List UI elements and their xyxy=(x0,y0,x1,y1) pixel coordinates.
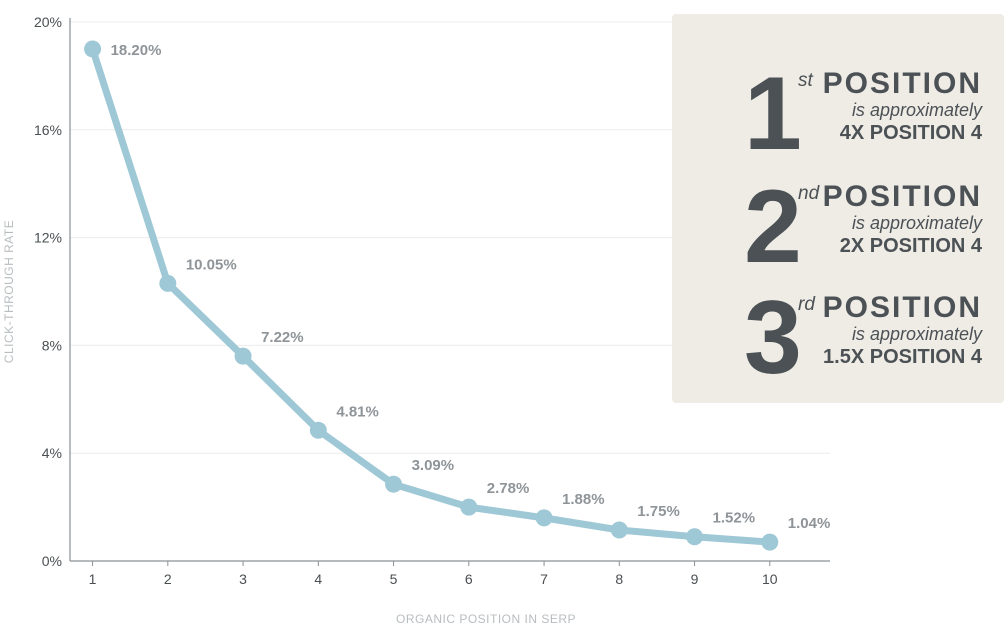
y-tick-label: 20% xyxy=(34,14,62,30)
y-tick-label: 4% xyxy=(42,445,62,461)
data-point xyxy=(686,528,704,546)
callout-ordinal-suffix: rd xyxy=(798,294,815,315)
x-tick-label: 7 xyxy=(540,571,548,587)
data-point xyxy=(385,475,403,493)
data-point xyxy=(761,533,779,551)
data-points xyxy=(84,40,779,551)
data-label: 1.52% xyxy=(713,510,756,527)
callout-third-position: 3 rd POSITION is approximately 1.5X POSI… xyxy=(672,280,1004,396)
x-tick-label: 6 xyxy=(465,571,473,587)
data-labels: 18.20% 10.05% 7.22% 4.81% 3.09% 2.78% 1.88% 1.7… xyxy=(111,42,831,532)
data-point xyxy=(460,498,478,516)
x-tick-label: 3 xyxy=(239,571,247,587)
x-tick-label: 2 xyxy=(164,571,172,587)
callout-heading: POSITION xyxy=(822,67,982,100)
callout-text: POSITION is approximately 2X POSITION 4 xyxy=(823,181,982,259)
data-label: 2.78% xyxy=(487,480,530,497)
data-point xyxy=(610,521,628,539)
data-label: 4.81% xyxy=(336,403,379,420)
data-label: 10.05% xyxy=(186,256,237,273)
data-point xyxy=(234,347,252,365)
callout-heading: POSITION xyxy=(822,291,982,324)
axes: 0%4%8%12%16%20%1 2 3 4 5 6 7 8 9 10 xyxy=(34,14,830,587)
callout-number: 3 xyxy=(744,280,802,396)
x-tick-label: 9 xyxy=(691,571,699,587)
callout-first-position: 1 st POSITION is approximately 4X POSITI… xyxy=(672,56,1004,172)
callout-subtext: is approximately xyxy=(851,100,982,120)
callout-subtext: is approximately xyxy=(851,324,982,344)
callout-detail: 2X POSITION 4 xyxy=(839,235,982,257)
callout-detail: 4X POSITION 4 xyxy=(839,122,982,144)
series-line-group xyxy=(89,45,774,546)
callout-detail: 1.5X POSITION 4 xyxy=(823,346,982,368)
x-tick-label: 5 xyxy=(390,571,398,587)
callout-panel: 1 st POSITION is approximately 4X POSITI… xyxy=(672,14,1004,403)
y-axis-title: CLICK-THROUGH RATE xyxy=(2,220,16,363)
y-tick-label: 0% xyxy=(42,553,62,569)
x-axis-title: ORGANIC POSITION IN SERP xyxy=(396,612,576,626)
data-label: 1.04% xyxy=(788,515,831,532)
data-label: 1.88% xyxy=(562,491,605,508)
callout-second-position: 2 nd POSITION is approximately 2X POSITI… xyxy=(672,169,1004,285)
callout-ordinal-suffix: nd xyxy=(798,183,820,204)
y-tick-label: 8% xyxy=(42,337,62,353)
callout-number: 1 xyxy=(744,56,802,172)
x-tick-label: 4 xyxy=(314,571,322,587)
y-tick-label: 16% xyxy=(34,122,62,138)
data-point xyxy=(84,40,102,58)
data-label: 7.22% xyxy=(261,329,304,346)
data-label: 18.20% xyxy=(111,42,162,59)
callout-text: POSITION is approximately 1.5X POSITION … xyxy=(823,292,982,370)
data-point xyxy=(309,421,327,439)
callout-heading: POSITION xyxy=(822,180,982,213)
callout-ordinal-suffix: st xyxy=(798,70,813,91)
data-label: 3.09% xyxy=(412,457,455,474)
data-label: 1.75% xyxy=(637,503,680,520)
callout-subtext: is approximately xyxy=(851,213,982,233)
x-tick-label: 8 xyxy=(615,571,623,587)
data-point xyxy=(535,509,553,527)
y-tick-label: 12% xyxy=(34,230,62,246)
x-tick-label: 10 xyxy=(762,571,778,587)
series-line xyxy=(89,45,774,546)
x-tick-label: 1 xyxy=(89,571,97,587)
callout-text: POSITION is approximately 4X POSITION 4 xyxy=(823,68,982,146)
callout-number: 2 xyxy=(744,169,802,285)
data-point xyxy=(159,274,177,292)
